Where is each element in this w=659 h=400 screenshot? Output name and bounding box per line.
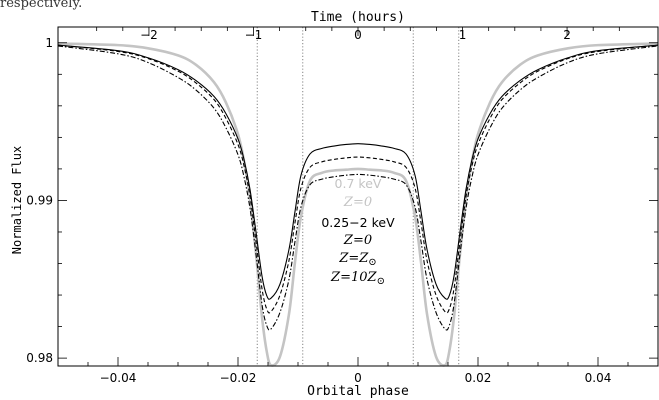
top-tick-label: −2 xyxy=(140,28,158,42)
top-tick-label: 0 xyxy=(354,28,362,42)
contact-lines xyxy=(256,27,460,366)
series-line-3 xyxy=(57,44,659,314)
legend-entry-3: 0.25−2 keV xyxy=(321,215,395,230)
series-line-2 xyxy=(57,44,659,300)
legend-sun-symbol: ⊙ xyxy=(377,276,385,287)
legend-entry-6: Z=10Z⊙ xyxy=(330,270,385,287)
x-tick-label: −0.02 xyxy=(220,371,257,385)
legend-entry-5: Z=Z⊙ xyxy=(338,251,376,268)
legend-entry-2: Z=0 xyxy=(343,195,372,210)
series-line-4 xyxy=(57,45,659,331)
legend-value: =Z xyxy=(348,251,369,266)
legend-entry-4: Z=0 xyxy=(343,233,372,248)
x-tick-label: 0 xyxy=(354,371,362,385)
top-tick-label: 2 xyxy=(563,28,571,42)
top-axis-label: Time (hours) xyxy=(311,10,405,25)
top-axis-ticks: −2 −1 0 1 2 xyxy=(96,27,620,42)
legend-var: Z xyxy=(330,270,341,285)
y-axis-label: Normalized Flux xyxy=(10,146,24,254)
top-tick-label: −1 xyxy=(245,28,263,42)
legend-value: =0 xyxy=(353,195,372,210)
series-line-1 xyxy=(57,42,659,367)
legend-var: Z xyxy=(338,251,349,266)
legend-sun-symbol: ⊙ xyxy=(368,257,376,268)
x-tick-label: −0.04 xyxy=(100,371,137,385)
legend-value: =10Z xyxy=(340,270,377,285)
x-tick-label: 0.02 xyxy=(465,371,492,385)
legend-value: =0 xyxy=(353,233,372,248)
y-tick-label: 0.98 xyxy=(26,351,53,365)
light-curves xyxy=(57,42,659,367)
y-tick-label: 1 xyxy=(45,36,53,50)
top-tick-label: 1 xyxy=(459,28,467,42)
legend-var: Z xyxy=(343,195,354,210)
y-tick-label: 0.99 xyxy=(26,193,53,207)
legend-var: Z xyxy=(343,233,354,248)
x-axis-ticks: −0.04 −0.02 0 0.02 0.04 xyxy=(57,357,659,385)
x-axis-label: Orbital phase xyxy=(307,384,409,399)
y-axis-ticks: 0.98 0.99 1 xyxy=(26,36,658,365)
legend-entry-1: 0.7 keV xyxy=(335,176,382,191)
caption-fragment: respectively. xyxy=(0,0,83,10)
x-tick-label: 0.04 xyxy=(585,371,612,385)
